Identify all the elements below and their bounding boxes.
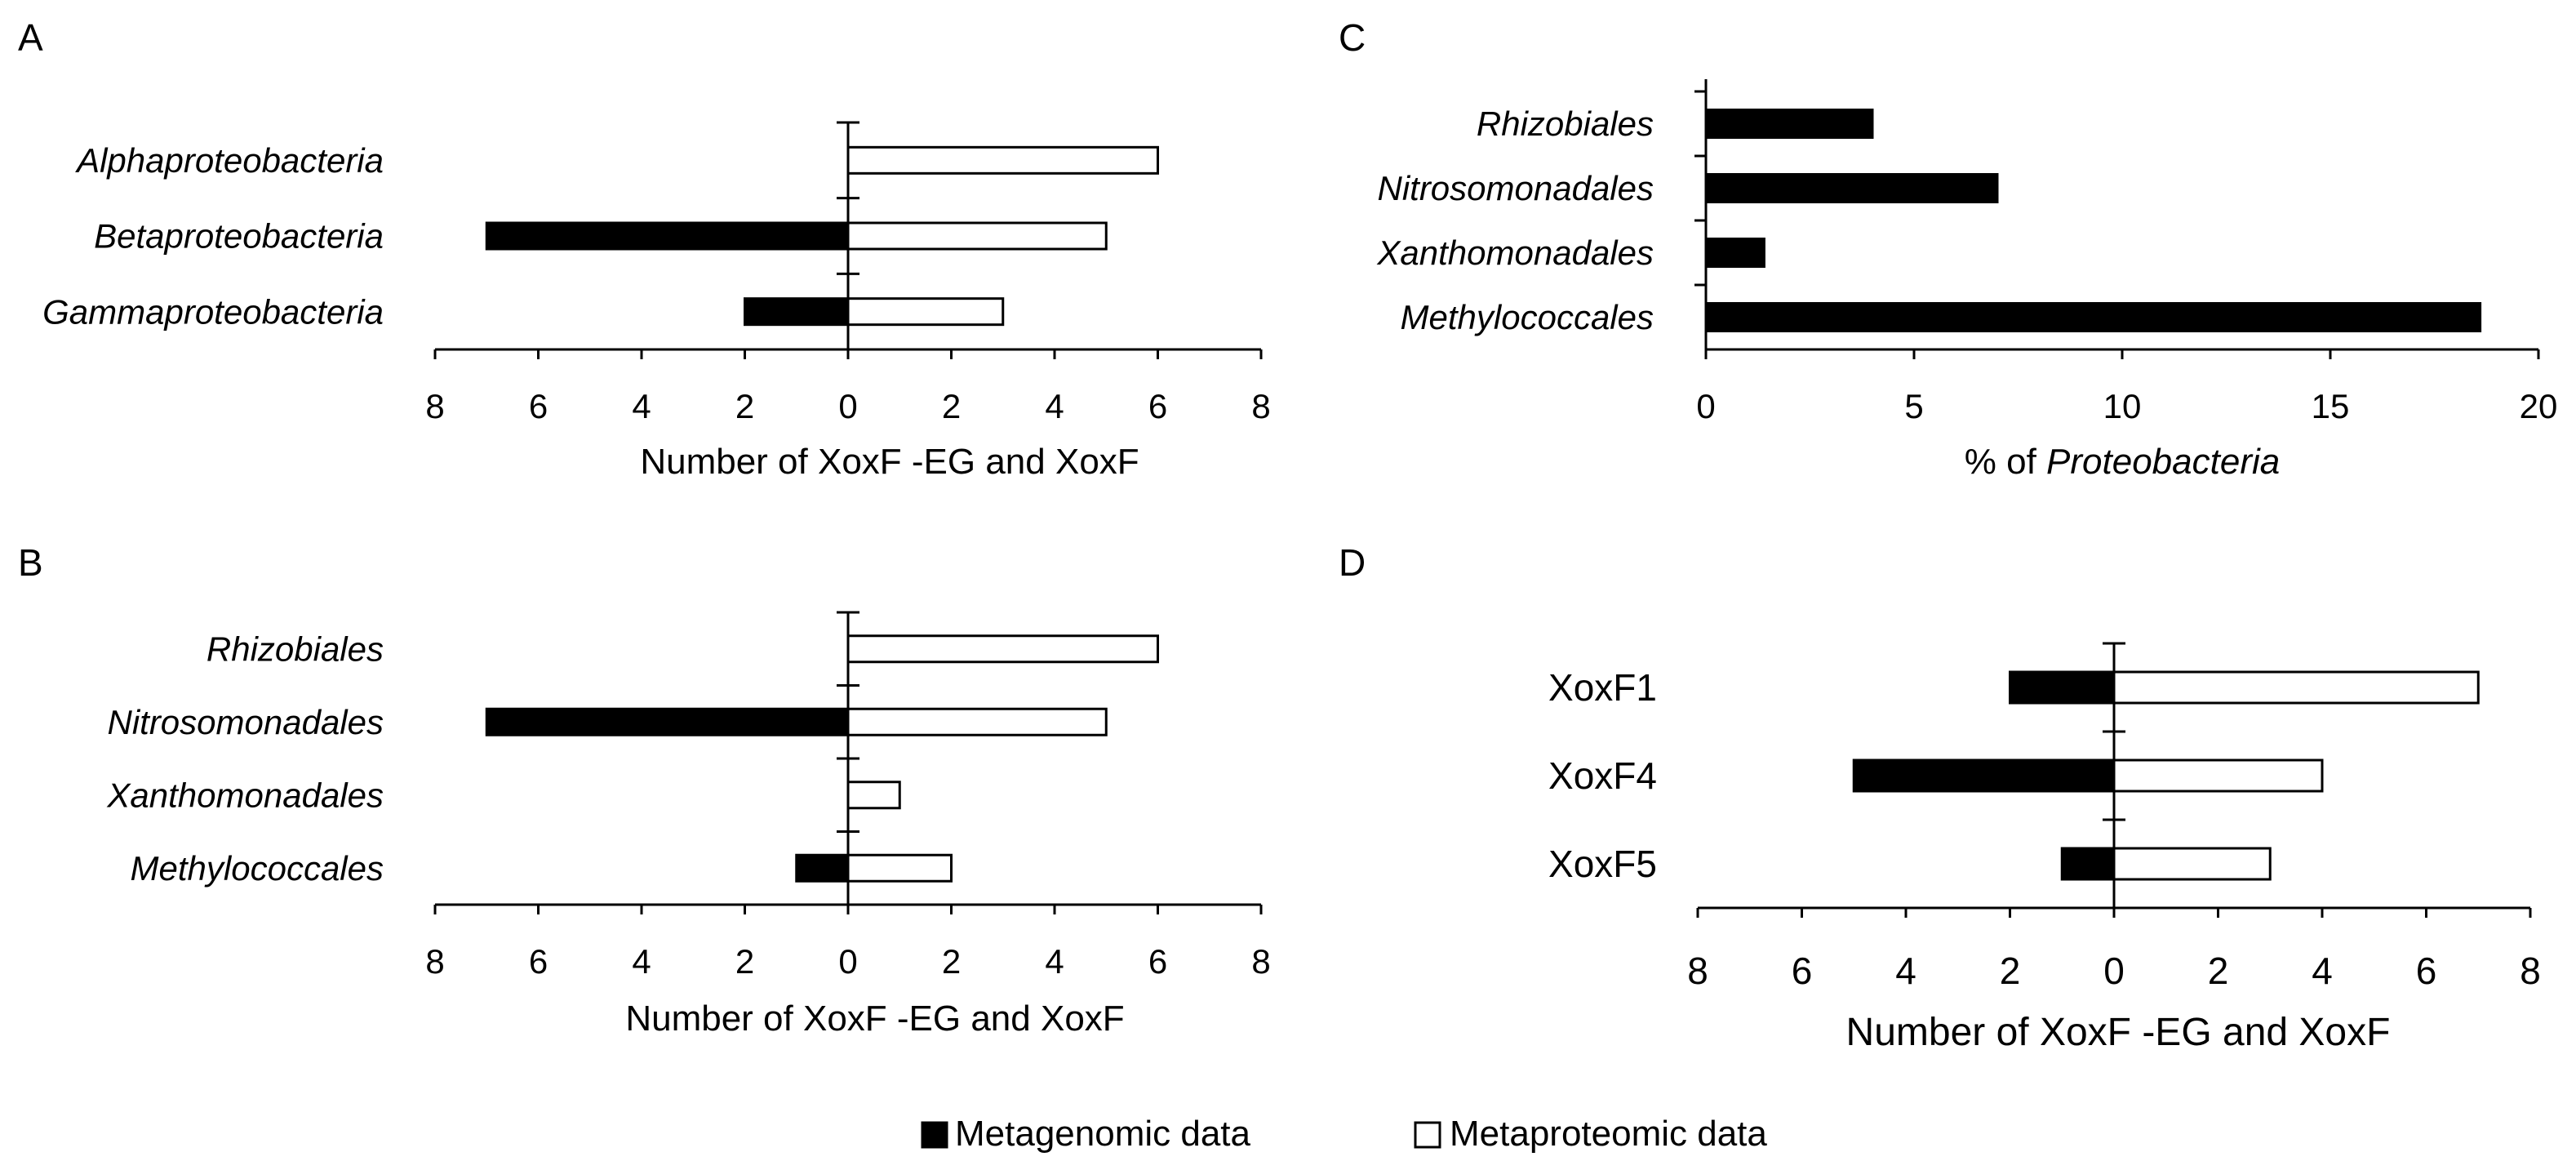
x-tick-label: 8	[2520, 950, 2541, 992]
x-tick-label: 2	[735, 387, 754, 425]
panel-D: D 8 6 4 2 0 2 4 6 8 XoxF1 XoxF4 XoxF5 Number of XoxF …	[1339, 541, 2541, 1054]
bar-metaproteomic	[2112, 670, 2480, 705]
x-tick-label: 2	[735, 942, 754, 981]
category-label: XoxF5	[1548, 843, 1657, 885]
category-label: Nitrosomonadales	[107, 703, 384, 741]
x-tick-label: 6	[529, 387, 548, 425]
x-tick-label: 8	[425, 387, 444, 425]
panel-B: B 8 6 4 2 0 2 4 6 8 Rhizobiales Nitrosomonadales Xan…	[18, 541, 1271, 1039]
bar-metagenomic	[2060, 847, 2116, 881]
x-tick-label: 10	[2103, 387, 2142, 425]
panels: A8 6 4 2 0 2 4 6 8AlphaproteobacteriaBetaproteob…	[18, 16, 2557, 1054]
x-tick-label: 8	[1687, 950, 1708, 992]
panel-C: C 0 5 10 15 20 Rhizobiales Nitrosomonadales Xant…	[1339, 16, 2557, 482]
category-label: Methylococcales	[131, 849, 384, 888]
x-axis-label-text: Number of XoxF -EG and XoxF	[1846, 1011, 2391, 1054]
x-axis-label: % of Proteobacteria	[1965, 442, 2280, 482]
panel-letter: D	[1339, 541, 1366, 584]
x-tick-label: 8	[1251, 942, 1270, 981]
x-axis-label-text: Number of XoxF -EG and XoxF	[640, 442, 1139, 482]
legend-swatch-metagenomic	[921, 1121, 948, 1149]
bar-metagenomic	[744, 297, 850, 327]
panel-A: A 8 6 4 2 0 2 4 6 8 Alphaproteobacteria Betaproteob…	[18, 16, 1271, 482]
x-tick-label: 4	[1045, 942, 1064, 981]
legend-swatch-metaproteomic	[1414, 1121, 1441, 1149]
bar-metagenomic	[1704, 173, 1999, 203]
category-label: Methylococcales	[1401, 298, 1654, 336]
category-label: Rhizobiales	[207, 629, 384, 668]
bar-metaproteomic	[846, 634, 1159, 664]
x-tick-label: 15	[2312, 387, 2350, 425]
x-axis-label-text: Number of XoxF -EG and XoxF	[625, 999, 1124, 1039]
legend-label-metagenomic: Metagenomic data	[955, 1114, 1251, 1154]
bar-metaproteomic	[846, 853, 953, 883]
category-label: XoxF1	[1548, 666, 1657, 709]
bar-metaproteomic	[846, 297, 1005, 327]
x-tick-label: 8	[1251, 387, 1270, 425]
bar-metagenomic	[2009, 670, 2116, 705]
category-label: Nitrosomonadales	[1377, 169, 1654, 207]
bar-metagenomic	[1704, 238, 1765, 268]
bar-metaproteomic	[2112, 758, 2324, 793]
x-tick-label: 4	[2312, 950, 2333, 992]
bar-metagenomic	[795, 853, 850, 883]
x-tick-label: 20	[2520, 387, 2558, 425]
x-axis-label: Number of XoxF -EG and XoxF	[625, 999, 1124, 1039]
x-tick-label: 0	[838, 942, 857, 981]
bar-metagenomic	[1852, 758, 2116, 793]
category-label: Rhizobiales	[1477, 105, 1654, 143]
bar-metaproteomic	[2112, 847, 2272, 881]
x-tick-label: 8	[425, 942, 444, 981]
category-label: XoxF4	[1548, 754, 1657, 797]
bar-metaproteomic	[846, 707, 1108, 736]
x-axis-label-italic: Proteobacteria	[2046, 442, 2280, 482]
x-tick-label: 0	[2103, 950, 2125, 992]
x-tick-label: 5	[1904, 387, 1923, 425]
category-label: Xanthomonadales	[106, 776, 384, 814]
category-label: Gammaproteobacteria	[42, 292, 384, 331]
category-label: Betaproteobacteria	[94, 217, 384, 256]
x-axis-label: Number of XoxF -EG and XoxF	[640, 442, 1139, 482]
x-tick-label: 6	[529, 942, 548, 981]
x-tick-label: 6	[1792, 950, 1813, 992]
x-tick-label: 6	[1148, 387, 1167, 425]
x-tick-label: 2	[942, 387, 961, 425]
panel-letter: C	[1339, 16, 1366, 59]
bar-metagenomic	[1704, 109, 1874, 139]
panel-letter: B	[18, 541, 43, 584]
category-label: Xanthomonadales	[1376, 234, 1654, 272]
bar-metaproteomic	[846, 781, 901, 810]
x-axis-label-text: % of	[1965, 442, 2046, 482]
bar-metagenomic	[485, 221, 850, 251]
x-axis-label: Number of XoxF -EG and XoxF	[1846, 1011, 2391, 1054]
x-tick-label: 2	[2000, 950, 2021, 992]
bar-metagenomic	[1704, 302, 2482, 332]
panel-letter: A	[18, 16, 43, 59]
bar-metaproteomic	[846, 221, 1108, 251]
x-tick-label: 6	[2416, 950, 2437, 992]
bar-metagenomic	[485, 707, 850, 736]
x-tick-label: 4	[632, 387, 651, 425]
legend: Metagenomic data Metaproteomic data	[921, 1114, 1767, 1154]
x-tick-label: 2	[2208, 950, 2229, 992]
bar-metaproteomic	[846, 145, 1159, 175]
x-tick-label: 6	[1148, 942, 1167, 981]
x-tick-label: 0	[838, 387, 857, 425]
legend-label-metaproteomic: Metaproteomic data	[1450, 1114, 1767, 1154]
x-tick-label: 2	[942, 942, 961, 981]
x-tick-label: 4	[1895, 950, 1916, 992]
x-tick-label: 4	[632, 942, 651, 981]
category-label: Alphaproteobacteria	[74, 141, 384, 180]
x-tick-label: 4	[1045, 387, 1064, 425]
x-tick-label: 0	[1696, 387, 1715, 425]
